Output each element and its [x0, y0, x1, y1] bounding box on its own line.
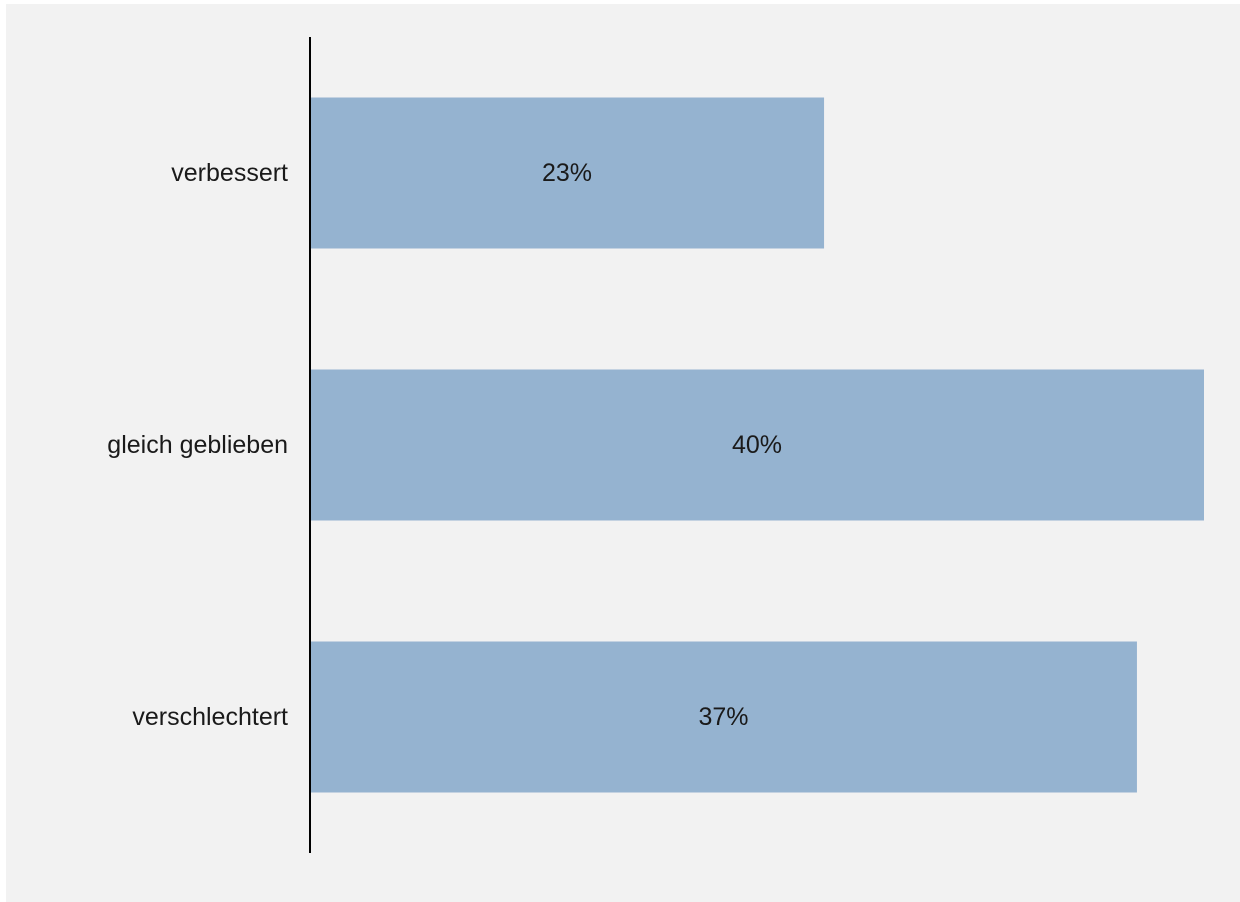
labels-group: 23% verbessert 40% gleich geblieben 37% versc… [107, 159, 782, 731]
bar-2 [310, 369, 1204, 521]
bar-3 [310, 641, 1137, 793]
chart-container: 23% verbessert 40% gleich geblieben 37% versc… [6, 4, 1240, 902]
data-label-1: 23% [542, 159, 592, 187]
data-label-3: 37% [698, 703, 748, 731]
data-label-2: 40% [732, 431, 782, 459]
category-label-3: verschlechtert [132, 703, 288, 731]
bar-chart: 23% verbessert 40% gleich geblieben 37% versc… [6, 4, 1240, 902]
bars-group [310, 97, 1204, 793]
bar-1 [310, 97, 825, 249]
category-label-1: verbessert [171, 159, 288, 187]
category-label-2: gleich geblieben [107, 431, 288, 459]
